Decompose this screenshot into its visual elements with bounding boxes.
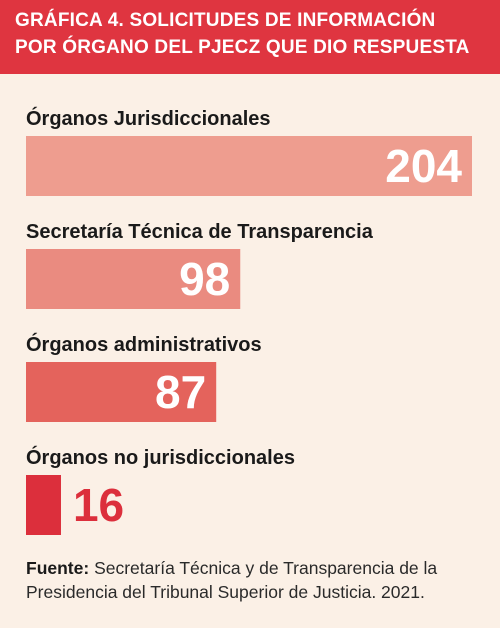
category-label: Órganos Jurisdiccionales <box>26 106 271 130</box>
source-label: Fuente: <box>26 558 90 578</box>
bar <box>26 136 472 196</box>
chart-title-line-1: GRÁFICA 4. SOLICITUDES DE INFORMACIÓN <box>15 10 436 31</box>
bar <box>26 362 217 422</box>
value-label: 204 <box>385 140 462 192</box>
category-label: Secretaría Técnica de Transparencia <box>26 221 374 243</box>
value-label: 98 <box>179 253 230 305</box>
chart-title-line-2: POR ÓRGANO DEL PJECZ QUE DIO RESPUESTA <box>15 37 470 58</box>
bar <box>26 249 241 309</box>
chart-source: Fuente: Secretaría Técnica y de Transpar… <box>26 556 486 604</box>
bar-chart: Órganos Jurisdiccionales 204 Secretaría Té… <box>26 106 472 535</box>
chart-header: GRÁFICA 4. SOLICITUDES DE INFORMACIÓN PO… <box>0 0 500 74</box>
category-label: Órganos no jurisdiccionales <box>26 445 295 469</box>
value-label: 87 <box>155 366 206 418</box>
source-text: Secretaría Técnica y de Transparencia de… <box>26 558 438 602</box>
category-label: Órganos administrativos <box>26 332 262 356</box>
value-label: 16 <box>73 479 124 531</box>
bar <box>26 475 61 535</box>
